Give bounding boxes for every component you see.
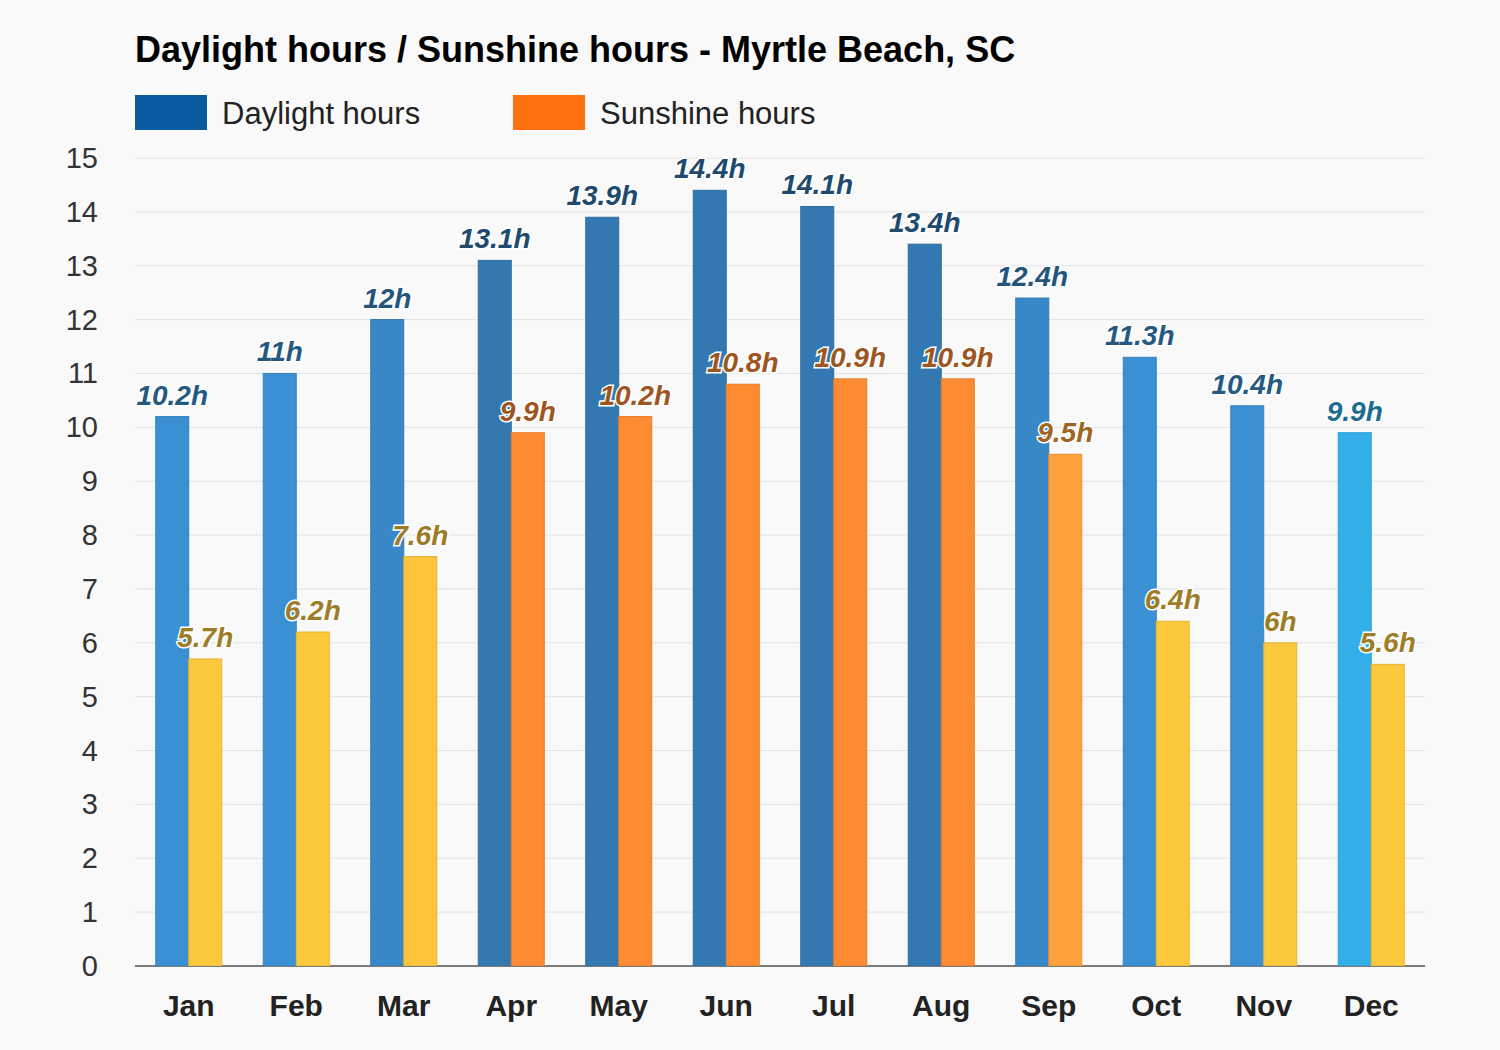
bar bbox=[941, 379, 974, 966]
bar bbox=[404, 557, 437, 966]
bar bbox=[1049, 454, 1082, 966]
y-tick-label: 3 bbox=[82, 788, 98, 820]
data-label: 11h bbox=[257, 336, 303, 367]
x-tick-label: Mar bbox=[377, 989, 431, 1022]
bar bbox=[619, 417, 652, 966]
bar bbox=[726, 384, 759, 966]
data-label: 6.2h bbox=[285, 595, 341, 626]
legend-label: Daylight hours bbox=[222, 96, 420, 131]
bar bbox=[1231, 406, 1264, 966]
data-label: 10.9h bbox=[922, 342, 994, 373]
bar bbox=[263, 373, 296, 966]
data-label: 13.9h bbox=[566, 180, 638, 211]
data-labels: 10.2h 11h 12h 13.1h 13.9h 14.4h 14.1h 13.4h 12.4… bbox=[136, 153, 1415, 658]
bar bbox=[693, 190, 726, 966]
bar bbox=[1123, 357, 1156, 966]
bar bbox=[1264, 643, 1297, 966]
y-tick-label: 9 bbox=[82, 465, 98, 497]
bar bbox=[1371, 664, 1404, 966]
data-label: 12h bbox=[363, 283, 411, 314]
bar bbox=[371, 320, 404, 966]
bar bbox=[1338, 433, 1371, 966]
x-tick-label: Apr bbox=[485, 989, 537, 1022]
data-label: 10.4h bbox=[1211, 369, 1283, 400]
y-tick-label: 11 bbox=[68, 357, 98, 389]
data-label: 13.1h bbox=[459, 223, 531, 254]
x-tick-label: Aug bbox=[912, 989, 970, 1022]
y-tick-label: 1 bbox=[82, 896, 98, 928]
data-label: 13.4h bbox=[889, 207, 961, 238]
x-tick-label: Feb bbox=[270, 989, 323, 1022]
data-label: 7.6h bbox=[392, 520, 448, 551]
data-label: 11.3h bbox=[1105, 320, 1175, 351]
bar bbox=[189, 659, 222, 966]
y-tick-label: 4 bbox=[82, 735, 98, 767]
x-tick-label: Sep bbox=[1021, 989, 1076, 1022]
grid bbox=[135, 158, 1425, 966]
bar bbox=[511, 433, 544, 966]
data-label: 14.1h bbox=[781, 169, 853, 200]
x-tick-label: Jul bbox=[812, 989, 855, 1022]
bar bbox=[834, 379, 867, 966]
y-tick-label: 7 bbox=[82, 573, 98, 605]
grid-line bbox=[135, 158, 1425, 159]
grid-line bbox=[135, 319, 1425, 320]
data-label: 14.4h bbox=[674, 153, 746, 184]
y-tick-label: 6 bbox=[82, 627, 98, 659]
data-label: 10.8h bbox=[707, 347, 779, 378]
legend-swatch bbox=[513, 95, 585, 130]
bar bbox=[586, 217, 619, 966]
x-tick-label: Dec bbox=[1344, 989, 1399, 1022]
data-label: 5.7h bbox=[177, 622, 233, 653]
grid-line bbox=[135, 211, 1425, 212]
x-tick-label: Jun bbox=[700, 989, 753, 1022]
y-tick-label: 8 bbox=[82, 519, 98, 551]
data-label: 9.9h bbox=[1327, 396, 1383, 427]
data-label: 10.9h bbox=[814, 342, 886, 373]
data-label: 6h bbox=[1264, 606, 1297, 637]
data-label: 10.2h bbox=[599, 380, 671, 411]
y-tick-label: 2 bbox=[82, 842, 98, 874]
x-tick-label: May bbox=[590, 989, 649, 1022]
data-label: 9.5h bbox=[1037, 417, 1093, 448]
background bbox=[0, 0, 1500, 1050]
bar bbox=[1016, 298, 1049, 966]
x-tick-label: Jan bbox=[163, 989, 215, 1022]
title: Daylight hours / Sunshine hours - Myrtle… bbox=[135, 29, 1015, 70]
grid-line bbox=[135, 265, 1425, 266]
bar bbox=[156, 417, 189, 966]
y-tick-label: 13 bbox=[66, 250, 98, 282]
data-label: 5.6h bbox=[1360, 627, 1416, 658]
data-label: 6.4h bbox=[1145, 584, 1201, 615]
data-label: 12.4h bbox=[996, 261, 1068, 292]
bar bbox=[478, 260, 511, 966]
y-tick-label: 0 bbox=[82, 950, 98, 982]
bar bbox=[1156, 621, 1189, 966]
chart: Daylight hours / Sunshine hours - Myrtle… bbox=[0, 0, 1500, 1050]
y-tick-label: 14 bbox=[66, 196, 98, 228]
legend-swatch bbox=[135, 95, 207, 130]
data-label: 9.9h bbox=[500, 396, 556, 427]
bar bbox=[801, 206, 834, 966]
x-tick-label: Nov bbox=[1235, 989, 1292, 1022]
y-tick-label: 10 bbox=[66, 411, 98, 443]
y-tick-label: 15 bbox=[66, 142, 98, 174]
x-tick-label: Oct bbox=[1131, 989, 1181, 1022]
y-tick-label: 5 bbox=[82, 681, 98, 713]
legend-label: Sunshine hours bbox=[600, 96, 815, 131]
data-label: 10.2h bbox=[136, 380, 208, 411]
bars bbox=[156, 190, 1405, 966]
bar bbox=[296, 632, 329, 966]
y-tick-label: 12 bbox=[66, 304, 98, 336]
